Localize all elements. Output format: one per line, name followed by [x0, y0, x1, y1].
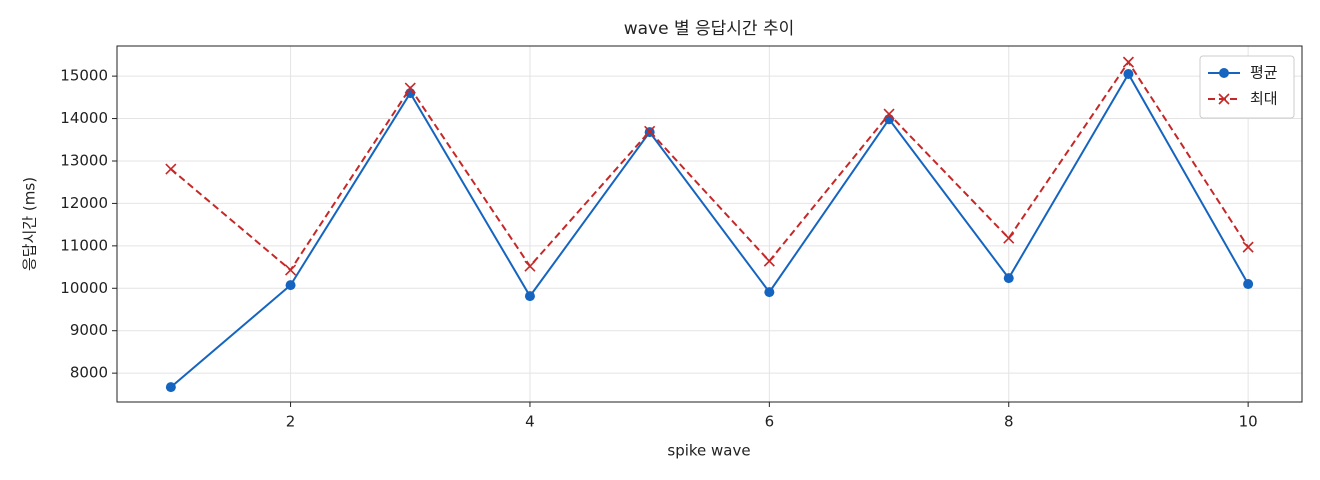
x-tick-label: 8	[1004, 413, 1014, 431]
x-tick-label: 2	[286, 413, 296, 431]
y-tick-label: 12000	[60, 194, 108, 212]
marker	[1242, 241, 1254, 253]
legend-label: 최대	[1250, 90, 1278, 108]
marker	[763, 255, 775, 267]
marker	[644, 125, 656, 137]
marker	[1123, 69, 1134, 80]
legend-label: 평균	[1250, 64, 1278, 82]
marker	[1243, 279, 1254, 290]
marker	[764, 287, 775, 298]
x-axis-label: spike wave	[667, 442, 750, 460]
legend-box	[1199, 55, 1295, 119]
y-tick-label: 9000	[70, 321, 108, 339]
y-tick-label: 11000	[60, 236, 108, 254]
y-axis-label: 응답시간 (ms)	[21, 177, 39, 271]
marker	[1122, 56, 1135, 68]
x-tick-label: 4	[525, 413, 535, 431]
marker	[165, 382, 176, 393]
legend-marker	[1218, 93, 1230, 105]
marker	[524, 291, 535, 302]
marker	[524, 260, 536, 272]
series-line	[170, 72, 1250, 388]
marker	[285, 280, 296, 291]
marker	[1003, 232, 1015, 244]
marker	[884, 114, 895, 125]
x-tick-label: 6	[765, 413, 775, 431]
y-tick-label: 14000	[60, 109, 108, 127]
chart-title: wave 별 응답시간 추이	[624, 19, 795, 39]
marker	[165, 163, 177, 175]
marker	[883, 108, 895, 120]
y-tick-label: 10000	[60, 279, 108, 297]
y-tick-label: 8000	[70, 364, 108, 382]
marker	[404, 82, 416, 94]
y-tick-label: 13000	[60, 151, 108, 169]
marker	[284, 264, 297, 276]
y-tick-label: 15000	[60, 67, 108, 85]
marker	[1003, 273, 1014, 284]
legend-marker	[1219, 68, 1229, 78]
x-tick-label: 10	[1239, 413, 1258, 431]
plot-frame	[116, 45, 1303, 403]
series-line	[170, 60, 1249, 272]
